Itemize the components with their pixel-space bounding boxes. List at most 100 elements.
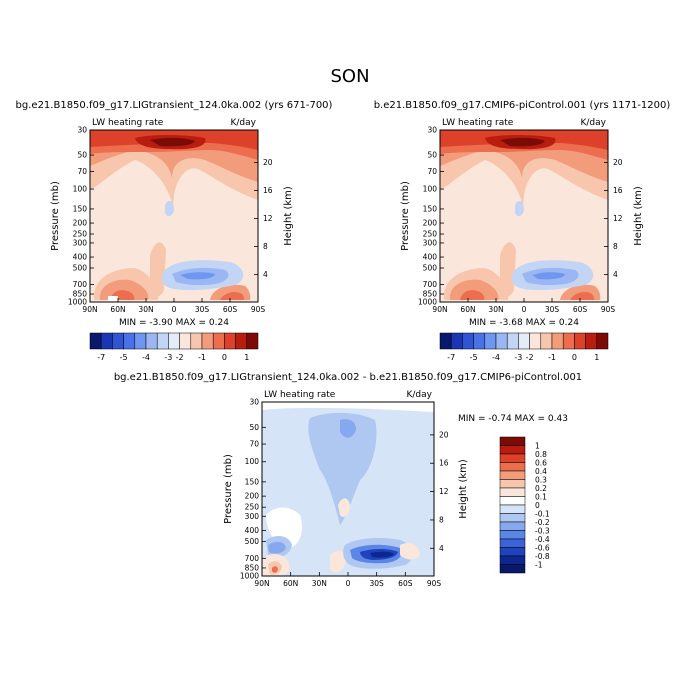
colorbar-swatch	[499, 453, 526, 463]
colorbar-swatch	[179, 332, 192, 350]
colorbar-swatch	[499, 547, 526, 557]
colorbar-swatch	[473, 332, 486, 350]
colorbar-label: -2	[526, 353, 534, 362]
height-axis: 20 16 12 8 4	[430, 430, 449, 553]
height-tick-label: 12	[263, 214, 273, 223]
y-tick-label: 100	[245, 457, 260, 466]
colorbar-swatch	[499, 462, 526, 472]
colorbar-swatch	[499, 470, 526, 480]
height-tick-label: 8	[613, 242, 618, 251]
x-tick-label: 90N	[254, 579, 269, 588]
colorbar-swatch	[499, 504, 526, 514]
x-tick-label: 60N	[110, 305, 125, 314]
colorbar-swatch	[100, 332, 113, 350]
colorbar-swatch	[499, 530, 526, 540]
x-tick-label: 60S	[398, 579, 413, 588]
colorbar-swatch	[529, 332, 542, 350]
colorbar-label: 1	[244, 353, 249, 362]
y-tick-label: 50	[427, 151, 437, 160]
colorbar: 10.80.60.40.30.20.10-0.1-0.2-0.3-0.4-0.6…	[499, 436, 550, 574]
colorbar-swatch	[506, 332, 519, 350]
stats-label: MIN = -3.68 MAX = 0.24	[469, 318, 579, 328]
colorbar-swatch	[540, 332, 553, 350]
height-tick-label: 4	[613, 270, 618, 279]
y-tick-label: 850	[73, 290, 88, 299]
colorbar-swatch	[156, 332, 169, 350]
colorbar-swatch	[495, 332, 508, 350]
height-axis-label: Height (km)	[633, 186, 644, 246]
colorbar-swatch	[585, 332, 598, 350]
colorbar-label: -4	[142, 353, 150, 362]
panel-title-top-right: b.e21.B1850.f09_g17.CMIP6-piControl.001 …	[374, 100, 671, 111]
x-tick-label: 90S	[251, 305, 266, 314]
height-tick-label: 8	[263, 242, 268, 251]
colorbar-swatch	[484, 332, 497, 350]
colorbar-swatch	[450, 332, 463, 350]
colorbar-swatch	[499, 521, 526, 531]
colorbar-swatch	[439, 332, 452, 350]
colorbar-label: -1	[548, 353, 556, 362]
y-tick-label: 700	[423, 280, 438, 289]
x-axis: 90N 60N 30N 0 30S 60S 90S	[432, 298, 615, 314]
panel-top-right: LW heating rate K/day 90N 60N 30N 0 30S 60S 90…	[400, 118, 644, 362]
colorbar-label: 0.6	[535, 459, 547, 468]
x-tick-label: 90N	[432, 305, 447, 314]
colorbar-swatch	[201, 332, 214, 350]
y-axis-label: Pressure (mb)	[400, 181, 411, 251]
colorbar-swatch	[134, 332, 147, 350]
panel-top-left: LW heating rate K/day 90N 60N 30N 0 30S 60S 90…	[50, 118, 294, 362]
stats-label: MIN = -3.90 MAX = 0.24	[119, 318, 229, 328]
height-tick-label: 20	[439, 430, 449, 439]
height-tick-label: 12	[439, 487, 449, 496]
colorbar-swatch	[499, 513, 526, 523]
y-tick-label: 250	[245, 503, 260, 512]
colorbar-swatch	[168, 332, 180, 350]
x-tick-label: 30S	[545, 305, 560, 314]
y-axis-label: Pressure (mb)	[50, 181, 61, 251]
colorbar-label: -0.3	[535, 527, 550, 536]
colorbar-label: -5	[470, 353, 478, 362]
colorbar-swatch	[499, 555, 526, 565]
y-tick-label: 30	[427, 126, 437, 135]
colorbar: -7 -5 -4 -3 -2 -1 0 1	[89, 332, 259, 362]
x-tick-label: 30S	[370, 579, 385, 588]
colorbar-label: -1	[535, 561, 543, 570]
x-tick-label: 60N	[283, 579, 298, 588]
y-tick-label: 150	[73, 204, 88, 213]
height-axis-label: Height (km)	[458, 459, 469, 519]
y-tick-label: 150	[245, 477, 260, 486]
units-label: K/day	[581, 118, 607, 128]
y-tick-label: 700	[245, 554, 260, 563]
colorbar-swatch	[596, 332, 609, 350]
colorbar-swatch	[499, 496, 526, 506]
x-tick-label: 30S	[195, 305, 210, 314]
colorbar-label: -0.8	[535, 552, 550, 561]
colorbar-label: 0.4	[535, 467, 547, 476]
units-label: K/day	[231, 118, 257, 128]
colorbar-swatch	[499, 479, 526, 489]
colorbar-label: -0.1	[535, 510, 550, 519]
colorbar-label: -2	[176, 353, 184, 362]
colorbar-label: -0.6	[535, 544, 550, 553]
colorbar-swatch	[499, 487, 526, 497]
x-axis: 90N 60N 30N 0 30S 60S 90S	[254, 572, 441, 588]
panel-title-bottom: bg.e21.B1850.f09_g17.LIGtransient_124.0k…	[114, 372, 582, 383]
colorbar-label: 1	[594, 353, 599, 362]
units-label: K/day	[407, 390, 433, 400]
y-axis-label: Pressure (mb)	[223, 454, 234, 524]
y-tick-label: 1000	[418, 298, 437, 307]
x-tick-label: 30N	[488, 305, 503, 314]
colorbar-label: -4	[492, 353, 500, 362]
y-tick-label: 100	[423, 185, 438, 194]
colorbar-label: -0.4	[535, 535, 550, 544]
colorbar-swatch	[499, 445, 526, 455]
colorbar-label: 0	[222, 353, 227, 362]
x-tick-label: 60N	[460, 305, 475, 314]
y-tick-label: 50	[77, 151, 87, 160]
colorbar-swatch	[89, 332, 102, 350]
x-tick-label: 0	[172, 305, 177, 314]
